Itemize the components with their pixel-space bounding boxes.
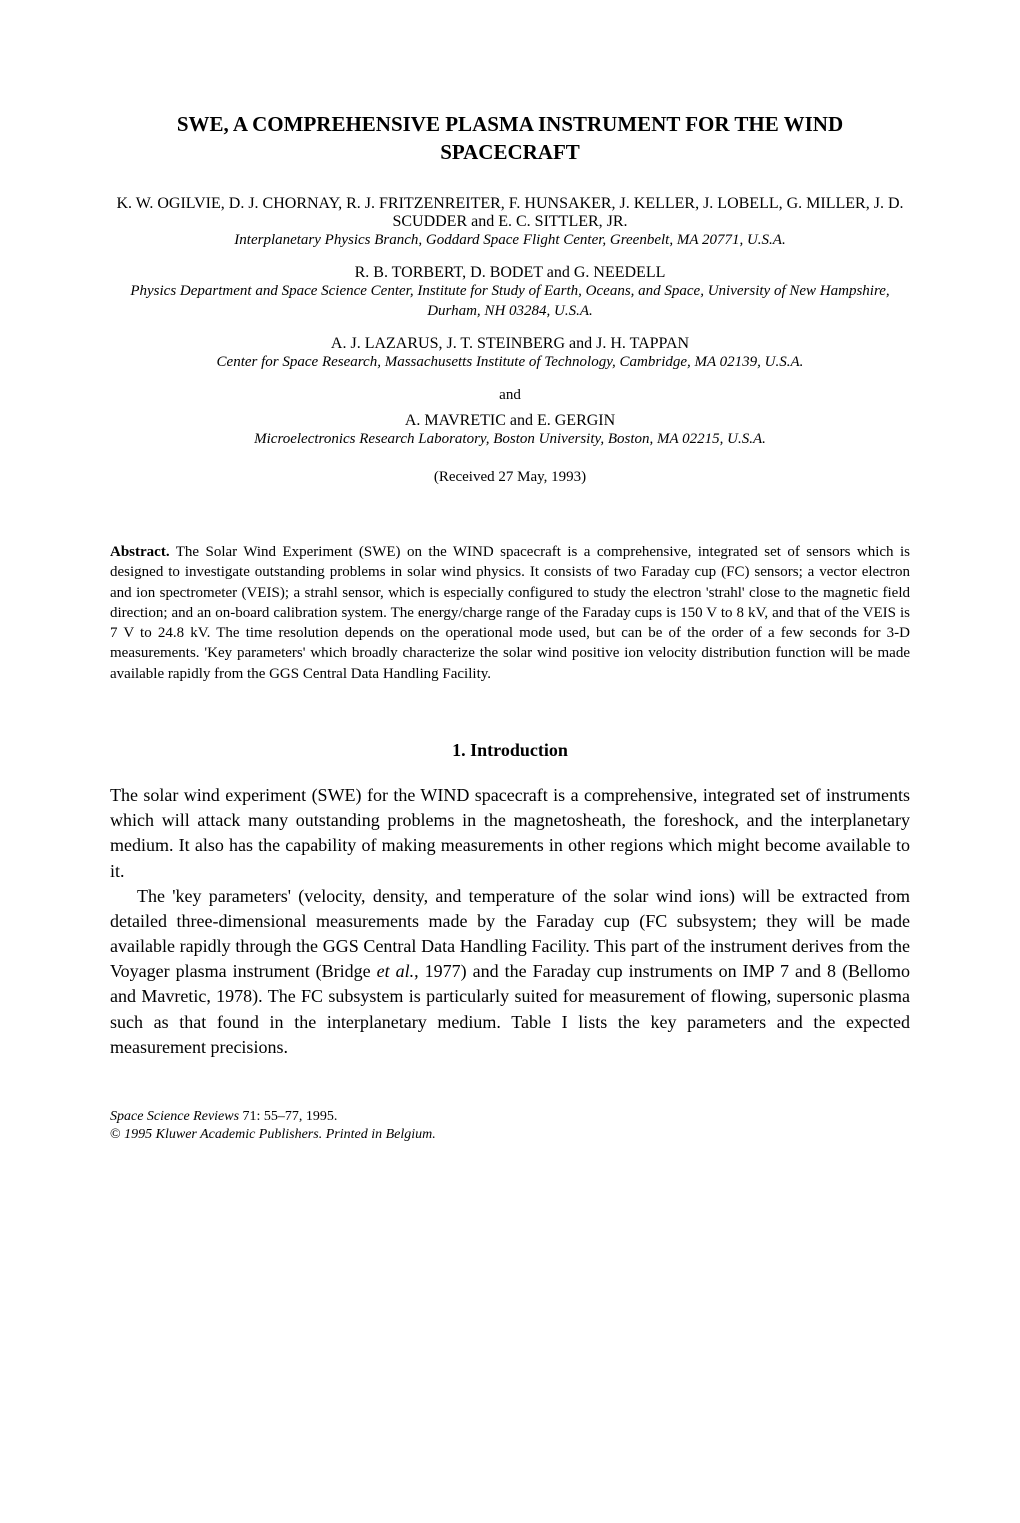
body-text: The solar wind experiment (SWE) for the …: [110, 783, 910, 1060]
authors-3: A. J. LAZARUS, J. T. STEINBERG and J. H.…: [110, 335, 910, 353]
author-block-2: R. B. TORBERT, D. BODET and G. NEEDELL P…: [110, 264, 910, 321]
footer-line-1: Space Science Reviews 71: 55–77, 1995.: [110, 1108, 910, 1126]
section-heading-introduction: 1. Introduction: [110, 740, 910, 761]
abstract: Abstract. The Solar Wind Experiment (SWE…: [110, 542, 910, 684]
connector-and: and: [110, 387, 910, 404]
received-date: (Received 27 May, 1993): [110, 469, 910, 486]
volume-pages: 71: 55–77, 1995.: [239, 1109, 337, 1124]
affiliation-2: Physics Department and Space Science Cen…: [110, 282, 910, 321]
copyright-text: 1995 Kluwer Academic Publishers. Printed…: [124, 1127, 436, 1142]
page: SWE, A COMPREHENSIVE PLASMA INSTRUMENT F…: [0, 0, 1020, 1204]
authors-1: K. W. OGILVIE, D. J. CHORNAY, R. J. FRIT…: [110, 195, 910, 231]
abstract-text: The Solar Wind Experiment (SWE) on the W…: [110, 544, 910, 682]
p2-etal: et al.: [377, 961, 415, 981]
paragraph-2: The 'key parameters' (velocity, density,…: [110, 884, 910, 1060]
abstract-label: Abstract.: [110, 544, 170, 560]
author-block-3: A. J. LAZARUS, J. T. STEINBERG and J. H.…: [110, 335, 910, 373]
footer: Space Science Reviews 71: 55–77, 1995. ©…: [110, 1108, 910, 1144]
authors-4: A. MAVRETIC and E. GERGIN: [110, 412, 910, 430]
paragraph-1: The solar wind experiment (SWE) for the …: [110, 783, 910, 884]
copyright-symbol: ©: [110, 1127, 124, 1142]
journal-name: Space Science Reviews: [110, 1109, 239, 1124]
paper-title: SWE, A COMPREHENSIVE PLASMA INSTRUMENT F…: [110, 110, 910, 167]
affiliation-4: Microelectronics Research Laboratory, Bo…: [110, 430, 910, 450]
affiliation-3: Center for Space Research, Massachusetts…: [110, 353, 910, 373]
author-block-1: K. W. OGILVIE, D. J. CHORNAY, R. J. FRIT…: [110, 195, 910, 251]
footer-line-2: © 1995 Kluwer Academic Publishers. Print…: [110, 1126, 910, 1144]
authors-2: R. B. TORBERT, D. BODET and G. NEEDELL: [110, 264, 910, 282]
affiliation-1: Interplanetary Physics Branch, Goddard S…: [110, 231, 910, 251]
author-block-4: A. MAVRETIC and E. GERGIN Microelectroni…: [110, 412, 910, 450]
